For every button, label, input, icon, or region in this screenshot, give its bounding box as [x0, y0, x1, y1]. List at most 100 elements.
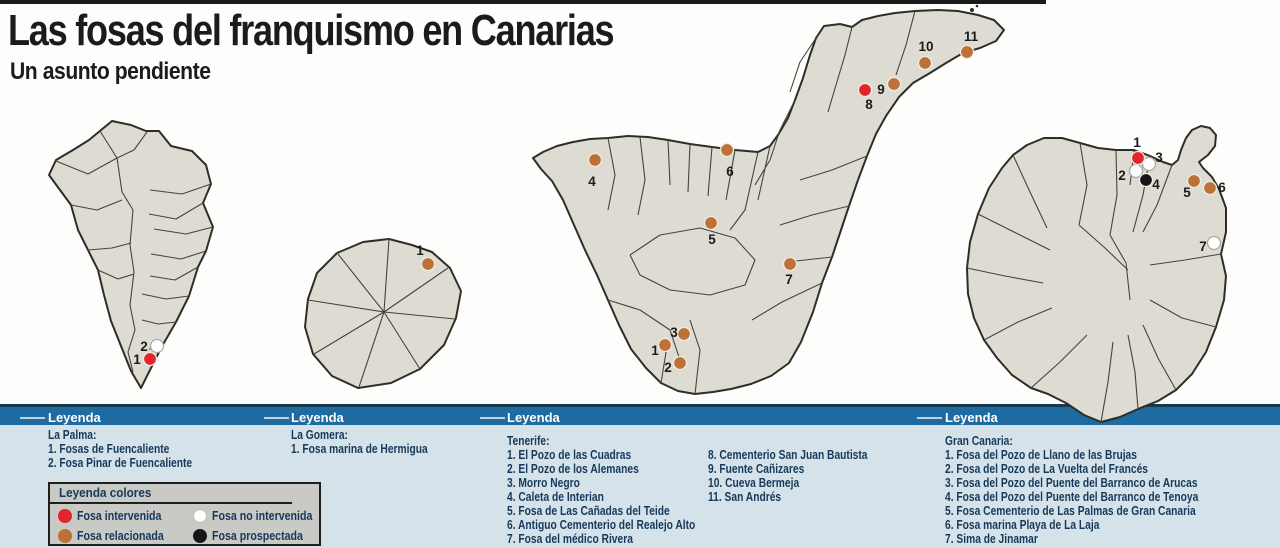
island-gran-canaria	[966, 125, 1227, 423]
island-la-palma	[48, 120, 214, 389]
marker-dot-relacionada	[420, 256, 436, 272]
island-tenerife	[532, 4, 1005, 395]
marker-dot-prospectada	[1138, 172, 1154, 188]
marker-number: 1	[1133, 135, 1141, 150]
legend-list-item: 8. Cementerio San Juan Bautista	[708, 448, 868, 462]
marker-dot-intervenida	[142, 351, 158, 367]
bar-dash-icon	[20, 417, 45, 419]
page-title: Las fosas del franquismo en Canarias	[8, 6, 615, 55]
legend-list-gran-canaria: Gran Canaria: 1. Fosa del Pozo de Llano …	[945, 434, 1198, 546]
legend-list-item: 2. Fosa del Pozo de La Vuelta del Francé…	[945, 462, 1148, 476]
color-key-label: Fosa intervenida	[77, 509, 162, 523]
marker-number: 6	[726, 164, 734, 179]
bar-dash-icon	[917, 417, 942, 419]
legend-list-title: Tenerife:	[507, 434, 550, 448]
legend-list-item: 9. Fuente Cañizares	[708, 462, 805, 476]
top-rule	[0, 0, 1046, 4]
page-subtitle: Un asunto pendiente	[10, 58, 211, 85]
color-key-item: Fosa relacionada	[58, 527, 193, 545]
islet-dot	[970, 8, 974, 12]
marker-number: 3	[1155, 150, 1163, 165]
legend-list-item: 1. Fosa del Pozo de Llano de las Brujas	[945, 448, 1137, 462]
legend-list-la-gomera: La Gomera: 1. Fosa marina de Hermigua	[291, 428, 428, 456]
marker-dot-relacionada	[1202, 180, 1218, 196]
legend-list-item: 7. Fosa del médico Rivera	[507, 532, 633, 546]
color-key-grid: Fosa intervenida Fosa no intervenida Fosa …	[50, 504, 319, 545]
legend-list-item: 10. Cueva Bermeja	[708, 476, 800, 490]
legend-list-item: 1. El Pozo de las Cuadras	[507, 448, 632, 462]
marker-dot-relacionada	[703, 215, 719, 231]
color-key-label: Fosa relacionada	[77, 529, 164, 543]
legend-list-tenerife-col1: Tenerife: 1. El Pozo de las Cuadras 2. El…	[507, 434, 695, 546]
marker-dot-relacionada	[587, 152, 603, 168]
legend-list-item: 3. Morro Negro	[507, 476, 580, 490]
marker-dot-relacionada	[782, 256, 798, 272]
marker-dot-relacionada	[917, 55, 933, 71]
marker-dot-relacionada	[886, 76, 902, 92]
legend-list-item: 1. Fosa marina de Hermigua	[291, 442, 428, 456]
bar-dash-icon	[480, 417, 505, 419]
legend-list-la-palma: La Palma: 1. Fosas de Fuencaliente 2. Fos…	[48, 428, 192, 470]
marker-number: 3	[670, 325, 678, 340]
legend-list-item: 7. Sima de Jinamar	[945, 532, 1038, 546]
marker-number: 6	[1218, 180, 1226, 195]
color-key-label: Fosa prospectada	[212, 529, 303, 543]
legend-bar: Leyenda Leyenda Leyenda Leyenda	[0, 404, 1280, 425]
marker-number: 7	[1199, 239, 1207, 254]
legend-list-title: Gran Canaria:	[945, 434, 1013, 448]
legend-bar-title-3: Leyenda	[507, 410, 560, 425]
marker-number: 5	[708, 232, 716, 247]
bar-dash-icon	[264, 417, 289, 419]
marker-number: 10	[918, 39, 933, 54]
marker-number: 1	[651, 343, 659, 358]
color-key-label: Fosa no intervenida	[212, 509, 313, 523]
marker-number: 5	[1183, 185, 1191, 200]
legend-list-item: 1. Fosas de Fuencaliente	[48, 442, 170, 456]
color-key-item: Fosa no intervenida	[193, 507, 330, 525]
legend-list-item: 11. San Andrés	[708, 490, 782, 504]
prospectada-dot-icon	[193, 529, 207, 543]
legend-list-item: 5. Fosa de Las Cañadas del Teide	[507, 504, 670, 518]
marker-number: 4	[1152, 177, 1160, 192]
legend-bar-title-2: Leyenda	[291, 410, 344, 425]
legend-list-item: 3. Fosa del Pozo del Puente del Barranco…	[945, 476, 1198, 490]
marker-dot-relacionada	[657, 337, 673, 353]
legend-list-item: 2. Fosa Pinar de Fuencaliente	[48, 456, 193, 470]
color-key-item: Fosa prospectada	[193, 527, 330, 545]
legend-bar-title-4: Leyenda	[945, 410, 998, 425]
islet-dot	[975, 4, 979, 8]
marker-number: 11	[964, 29, 979, 44]
marker-dot-relacionada	[719, 142, 735, 158]
color-key-item: Fosa intervenida	[58, 507, 193, 525]
marker-number: 2	[1118, 168, 1126, 183]
marker-number: 1	[133, 352, 141, 367]
marker-number: 9	[877, 82, 885, 97]
marker-dot-intervenida	[857, 82, 873, 98]
marker-dot-relacionada	[672, 355, 688, 371]
marker-number: 1	[416, 243, 424, 258]
legend-list-tenerife-col2: 8. Cementerio San Juan Bautista 9. Fuente…	[708, 448, 868, 504]
marker-number: 8	[865, 97, 873, 112]
legend-band: Leyenda Leyenda Leyenda Leyenda La Palma…	[0, 404, 1280, 548]
marker-dot-relacionada	[676, 326, 692, 342]
marker-dot-relacionada	[959, 44, 975, 60]
legend-list-item: 4. Fosa del Pozo del Puente del Barranco…	[945, 490, 1199, 504]
legend-list-item: 5. Fosa Cementerio de Las Palmas de Gran…	[945, 504, 1196, 518]
legend-bar-title-1: Leyenda	[48, 410, 101, 425]
island-la-gomera	[304, 238, 462, 389]
color-key-box: Leyenda colores Fosa intervenida Fosa no …	[48, 482, 321, 546]
marker-dot-no_intervenida	[1141, 156, 1157, 172]
marker-dot-no_intervenida	[149, 338, 165, 354]
marker-number: 4	[588, 174, 596, 189]
color-key-title: Leyenda colores	[50, 484, 293, 504]
intervenida-dot-icon	[58, 509, 72, 523]
marker-dot-no_intervenida	[1128, 163, 1144, 179]
marker-dot-no_intervenida	[1206, 235, 1222, 251]
legend-list-item: 6. Antiguo Cementerio del Realejo Alto	[507, 518, 696, 532]
legend-list-item: 6. Fosa marina Playa de La Laja	[945, 518, 1100, 532]
marker-number: 2	[664, 360, 672, 375]
legend-list-item: 4. Caleta de Interian	[507, 490, 604, 504]
legend-list-title: La Palma:	[48, 428, 97, 442]
